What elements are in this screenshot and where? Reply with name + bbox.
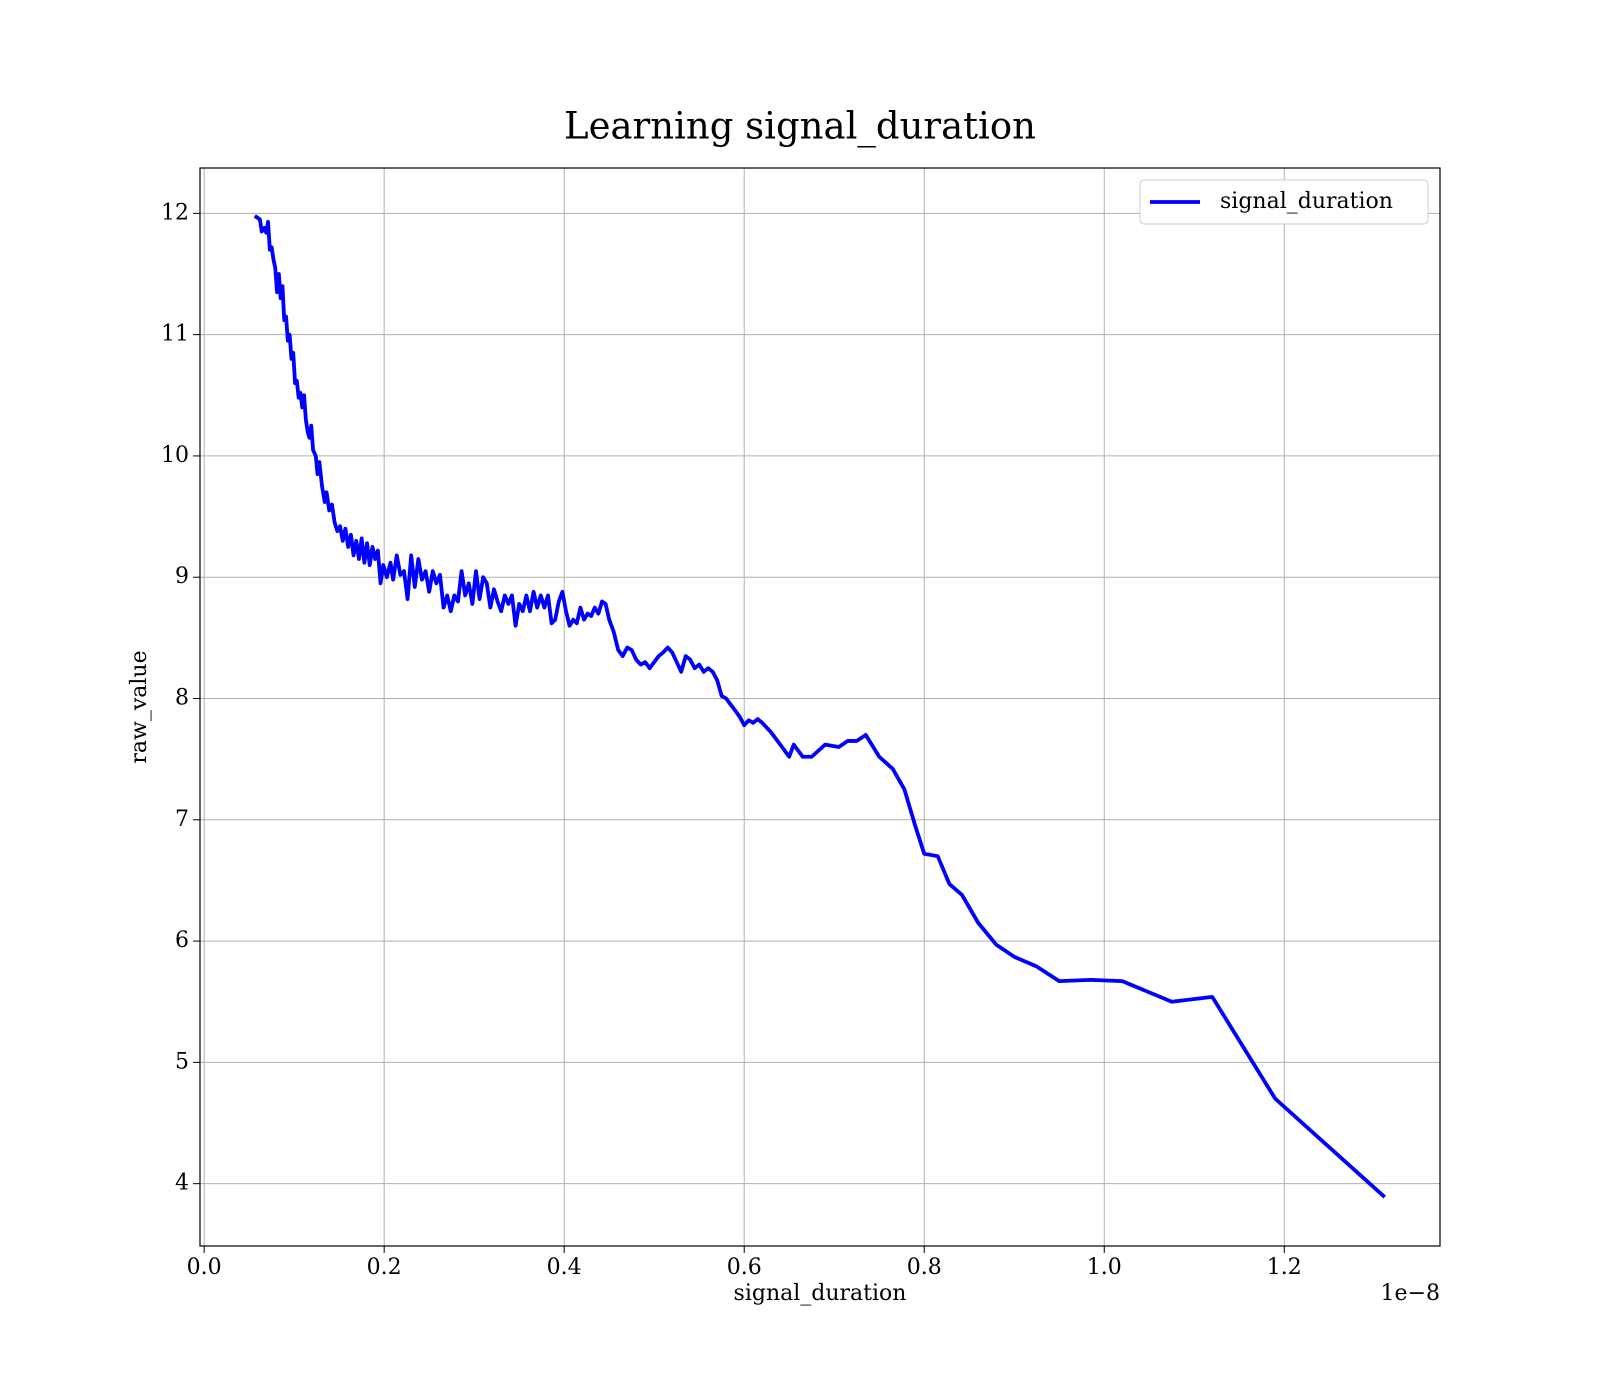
x-tick-label: 1.0 bbox=[1087, 1255, 1122, 1280]
y-tick-label: 12 bbox=[161, 200, 189, 225]
y-tick-label: 9 bbox=[175, 564, 189, 589]
y-tick-label: 8 bbox=[175, 686, 189, 711]
line-series bbox=[253, 214, 1386, 1199]
chart-title: Learning signal_duration bbox=[564, 105, 1036, 149]
y-tick-label: 6 bbox=[175, 928, 189, 953]
x-offset-label: 1e−8 bbox=[1381, 1281, 1440, 1306]
axes-frame bbox=[199, 167, 1441, 1247]
x-tick-label: 0.6 bbox=[727, 1255, 762, 1280]
y-axis-label: raw_value bbox=[127, 650, 152, 763]
legend-label: signal_duration bbox=[1220, 189, 1393, 214]
legend-box bbox=[1139, 179, 1429, 225]
y-tick-label: 4 bbox=[175, 1171, 189, 1196]
y-tick-label: 10 bbox=[161, 443, 189, 468]
y-tick-label: 7 bbox=[175, 807, 189, 832]
x-axis-label: signal_duration bbox=[734, 1281, 907, 1306]
x-tick-label: 0.2 bbox=[367, 1255, 402, 1280]
x-tick-label: 0.4 bbox=[547, 1255, 582, 1280]
y-tick-label: 5 bbox=[175, 1049, 189, 1074]
x-tick-label: 1.2 bbox=[1267, 1255, 1302, 1280]
y-tick-label: 11 bbox=[161, 322, 189, 347]
x-tick-label: 0.8 bbox=[907, 1255, 942, 1280]
x-tick-label: 0.0 bbox=[187, 1255, 222, 1280]
